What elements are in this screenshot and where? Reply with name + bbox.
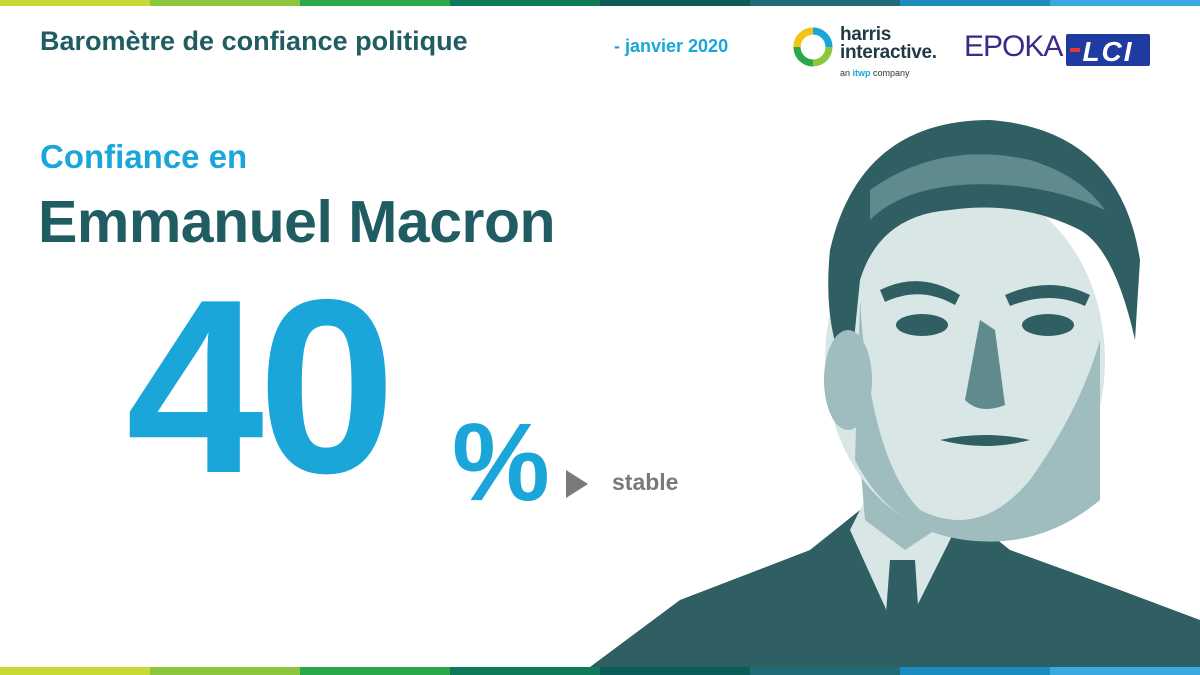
intro-label: Confiance en <box>40 138 248 175</box>
lci-logo: LCI <box>1066 34 1150 67</box>
play-right-icon <box>566 470 588 498</box>
person-name: Emmanuel Macron <box>38 189 556 255</box>
bottom-color-stripe <box>0 667 1200 675</box>
top-color-stripe <box>0 0 1200 6</box>
page-title: Baromètre de confiance politique <box>40 26 468 56</box>
survey-date: - janvier 2020 <box>614 36 729 56</box>
trend-label: stable <box>612 469 679 495</box>
harris-logo-subtitle: an itwp company <box>840 68 910 78</box>
epoka-logo: EPOKA <box>964 30 1063 63</box>
portrait-illustration <box>590 120 1200 667</box>
percent-sign: % <box>452 401 550 524</box>
confidence-value: 40 <box>126 247 396 525</box>
harris-ring-icon <box>793 27 833 67</box>
partner-logos: harris interactive. an itwp company EPOK… <box>792 24 1182 84</box>
harris-logo-text: harris interactive. <box>840 24 937 63</box>
